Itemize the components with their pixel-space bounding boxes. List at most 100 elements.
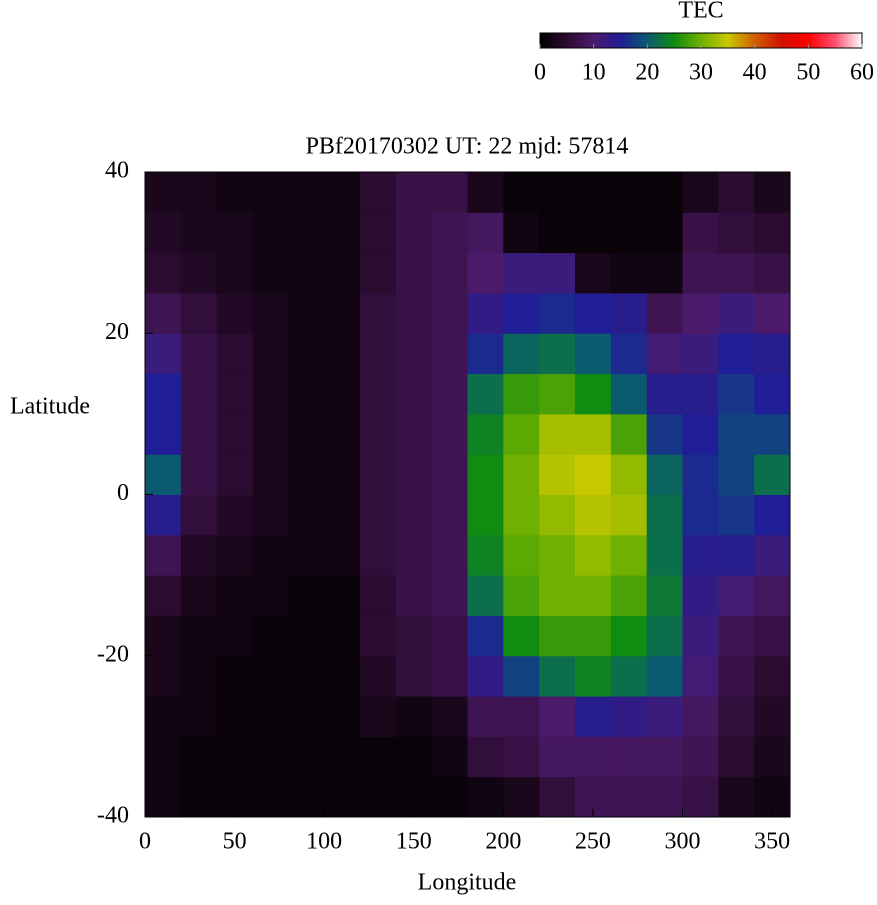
heatmap-cell: [610, 454, 648, 495]
heatmap-cell: [503, 534, 540, 576]
heatmap-cell: [324, 655, 361, 697]
x-tick-label: 300: [665, 829, 701, 855]
heatmap-cell: [539, 494, 576, 536]
heatmap-cell: [395, 696, 433, 737]
heatmap-cell: [252, 615, 289, 657]
heatmap-cell: [610, 655, 648, 697]
heatmap-cell: [539, 454, 576, 495]
heatmap-cell: [646, 534, 683, 576]
heatmap-cell: [431, 333, 468, 375]
heatmap-cell: [503, 776, 540, 818]
heatmap-cell: [252, 696, 289, 737]
heatmap-cell: [503, 413, 540, 455]
heatmap-cell: [610, 776, 648, 818]
heatmap-cell: [180, 292, 218, 334]
heatmap-cell: [252, 172, 289, 213]
heatmap-cell: [395, 655, 433, 697]
heatmap-cell: [539, 736, 576, 778]
heatmap-cell: [503, 212, 540, 254]
heatmap-cell: [360, 172, 397, 213]
heatmap-cell: [754, 252, 791, 294]
heatmap-cell: [252, 333, 289, 375]
heatmap-cell: [503, 575, 540, 616]
chart-title: PBf20170302 UT: 22 mjd: 57814: [306, 134, 629, 160]
heatmap-cell: [646, 172, 683, 213]
heatmap-cell: [575, 172, 612, 213]
heatmap-cell: [646, 575, 683, 616]
heatmap-cell: [324, 252, 361, 294]
heatmap-cell: [252, 212, 289, 254]
heatmap-cell: [288, 534, 325, 576]
heatmap-cell: [467, 333, 504, 375]
heatmap-cell: [360, 333, 397, 375]
heatmap-cell: [288, 494, 325, 536]
x-axis-label: Longitude: [418, 870, 517, 896]
heatmap-cell: [216, 212, 253, 254]
heatmap-cell: [145, 252, 182, 294]
heatmap-cell: [575, 575, 612, 616]
heatmap-cell: [754, 494, 791, 536]
y-tick-label: -20: [97, 641, 129, 667]
colorbar-tick-label: 20: [635, 60, 659, 86]
heatmap-cell: [360, 696, 397, 737]
heatmap-cell: [718, 615, 755, 657]
heatmap-cell: [216, 575, 253, 616]
heatmap-cell: [252, 292, 289, 334]
heatmap-cell: [539, 252, 576, 294]
heatmap-cell: [646, 333, 683, 375]
heatmap-cell: [324, 333, 361, 375]
heatmap-cell: [395, 212, 433, 254]
heatmap-cell: [467, 454, 504, 495]
heatmap-cell: [467, 212, 504, 254]
heatmap-cell: [252, 736, 289, 778]
heatmap-cell: [575, 534, 612, 576]
heatmap-cell: [180, 454, 218, 495]
heatmap-cell: [216, 696, 253, 737]
heatmap-cell: [610, 252, 648, 294]
heatmap-cell: [754, 615, 791, 657]
heatmap-cell: [288, 575, 325, 616]
heatmap-cell: [216, 172, 253, 213]
heatmap-cell: [718, 172, 755, 213]
heatmap-cell: [718, 413, 755, 455]
heatmap-cell: [288, 413, 325, 455]
heatmap-cell: [180, 696, 218, 737]
heatmap-cell: [646, 615, 683, 657]
heatmap-cell: [360, 373, 397, 415]
heatmap-cell: [575, 212, 612, 254]
heatmap-cell: [682, 696, 719, 737]
heatmap-cell: [324, 776, 361, 818]
heatmap-cell: [575, 333, 612, 375]
heatmap-cell: [718, 454, 755, 495]
heatmap-cell: [145, 172, 182, 213]
heatmap-cell: [395, 373, 433, 415]
heatmap-cell: [646, 413, 683, 455]
heatmap-cell: [431, 494, 468, 536]
heatmap-cell: [682, 776, 719, 818]
heatmap-cell: [395, 172, 433, 213]
heatmap-cell: [718, 252, 755, 294]
heatmap-cell: [252, 252, 289, 294]
heatmap-cell: [646, 736, 683, 778]
heatmap-cell: [539, 776, 576, 818]
heatmap-cell: [216, 494, 253, 536]
heatmap-cell: [252, 655, 289, 697]
colorbar-tick-label: 50: [796, 60, 820, 86]
heatmap-cell: [180, 373, 218, 415]
heatmap-cell: [288, 172, 325, 213]
heatmap-cell: [324, 534, 361, 576]
heatmap-cell: [467, 615, 504, 657]
heatmap-cell: [145, 333, 182, 375]
heatmap-cell: [360, 413, 397, 455]
heatmap-cell: [360, 575, 397, 616]
heatmap-cell: [754, 292, 791, 334]
heatmap-cell: [145, 696, 182, 737]
heatmap-cell: [145, 413, 182, 455]
heatmap-cell: [467, 776, 504, 818]
heatmap-cell: [288, 333, 325, 375]
heatmap-cell: [360, 252, 397, 294]
heatmap-cell: [682, 454, 719, 495]
heatmap-cell: [718, 736, 755, 778]
heatmap-cell: [395, 333, 433, 375]
heatmap-cell: [180, 252, 218, 294]
